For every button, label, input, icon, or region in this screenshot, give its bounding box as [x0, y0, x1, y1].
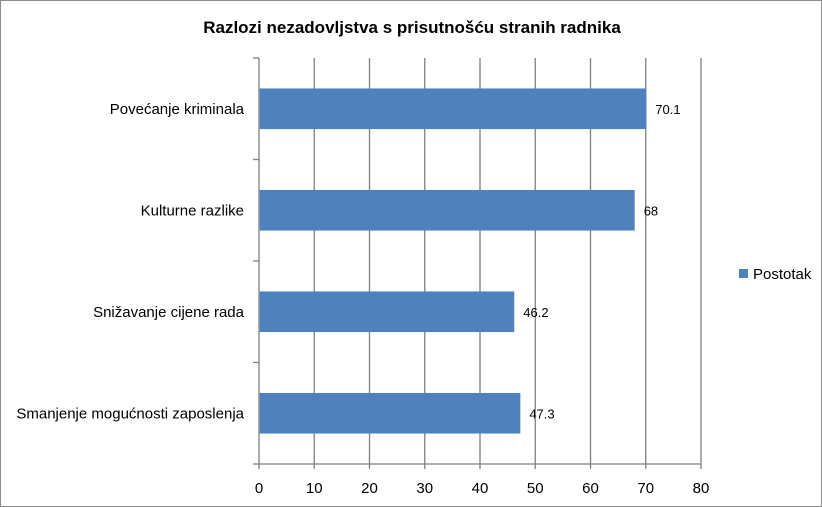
x-tick-label: 30 [416, 480, 433, 497]
legend: Postotak [739, 266, 812, 283]
legend-swatch [739, 269, 748, 278]
chart-title: Razlozi nezadovljstva s prisutnošću stra… [203, 18, 621, 37]
data-label: 68 [644, 203, 658, 218]
x-tick-label: 0 [255, 480, 263, 497]
bar [259, 392, 521, 434]
data-labels: 70.1 68 46.2 47.3 [523, 102, 680, 422]
x-tick-label: 10 [306, 480, 323, 497]
bar [259, 189, 635, 231]
category-label: Smanjenje mogućnosti zaposlenja [16, 405, 244, 422]
category-label: Kulturne razlike [141, 202, 244, 219]
data-label: 47.3 [529, 406, 554, 421]
category-label: Povećanje kriminala [110, 101, 245, 118]
bar [259, 88, 647, 130]
bar [259, 291, 515, 333]
data-label: 70.1 [655, 102, 680, 117]
x-tick-label: 20 [361, 480, 378, 497]
x-tick-label: 80 [693, 480, 710, 497]
legend-label: Postotak [753, 266, 812, 283]
x-tick-label: 70 [637, 480, 654, 497]
bars [259, 88, 647, 434]
x-tick-label: 60 [582, 480, 599, 497]
x-tick-label: 50 [527, 480, 544, 497]
data-label: 46.2 [523, 305, 548, 320]
x-tick-label: 40 [472, 480, 489, 497]
x-tick-labels: 0 10 20 30 40 50 60 70 80 [255, 480, 710, 497]
category-labels: Povećanje kriminala Kulturne razlike Sniža… [16, 101, 244, 423]
axes [253, 57, 702, 469]
category-label: Snižavanje cijene rada [93, 304, 245, 321]
